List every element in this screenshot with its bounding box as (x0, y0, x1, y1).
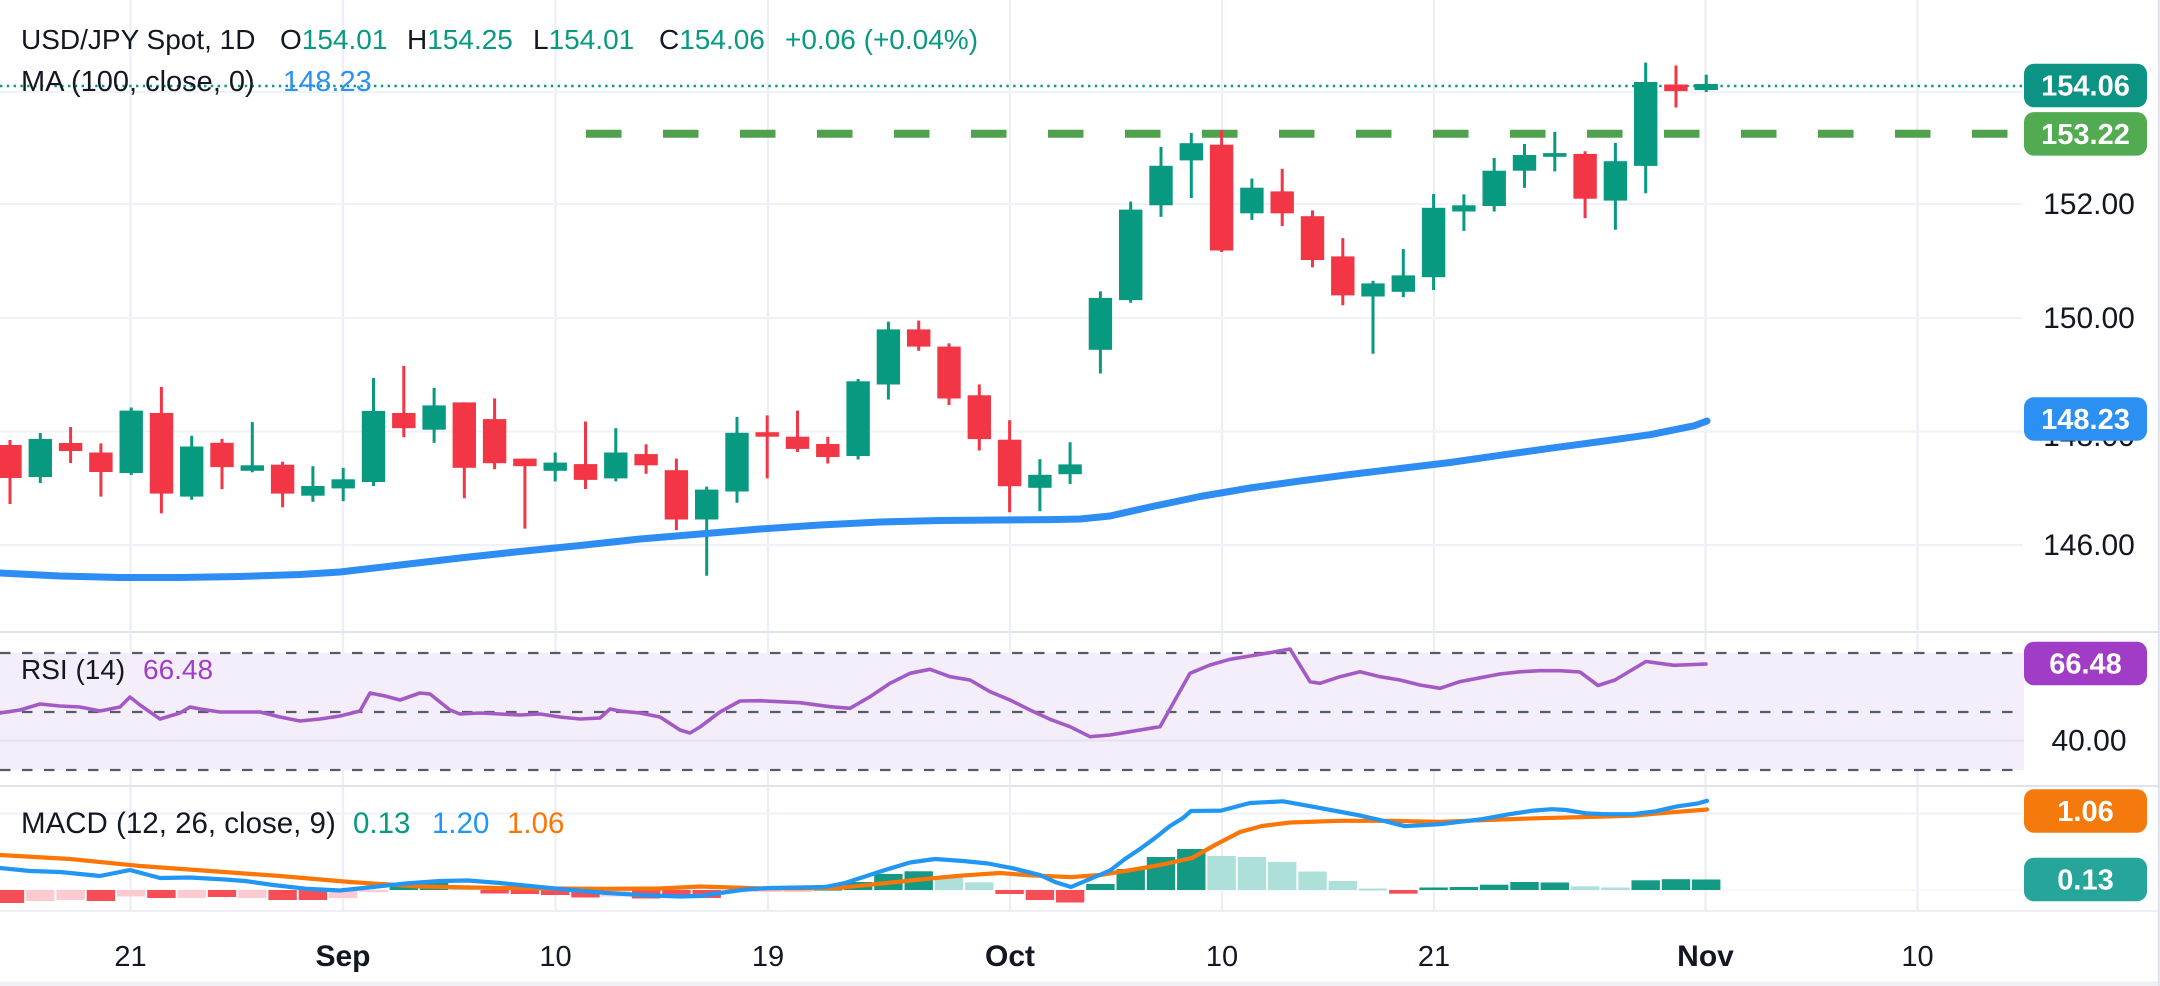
svg-text:MA (100, close, 0)148.23: MA (100, close, 0) 148.23 (21, 66, 372, 98)
svg-text:21: 21 (114, 941, 146, 973)
svg-text:21: 21 (1418, 941, 1450, 973)
svg-text:152.00: 152.00 (2043, 188, 2135, 221)
svg-text:148.23: 148.23 (2041, 404, 2130, 436)
svg-text:154.06: 154.06 (2041, 71, 2130, 103)
svg-text:Oct: Oct (985, 940, 1035, 973)
svg-text:146.00: 146.00 (2043, 529, 2135, 562)
svg-text:150.00: 150.00 (2043, 302, 2135, 335)
svg-text:40.00: 40.00 (2051, 725, 2126, 758)
svg-text:10: 10 (539, 941, 571, 973)
svg-text:RSI (14)66.48: RSI (14) 66.48 (21, 654, 213, 685)
svg-text:Sep: Sep (315, 940, 370, 973)
svg-text:153.22: 153.22 (2041, 119, 2130, 151)
svg-text:10: 10 (1206, 941, 1238, 973)
svg-text:19: 19 (752, 941, 784, 973)
svg-text:0.13: 0.13 (2057, 865, 2113, 897)
svg-text:10: 10 (1901, 941, 1933, 973)
svg-text:MACD (12, 26, close, 9)0.131.2: MACD (12, 26, close, 9) 0.13 1.20 1.06 (21, 807, 564, 840)
svg-text:1.06: 1.06 (2057, 796, 2113, 828)
svg-text:66.48: 66.48 (2049, 649, 2122, 681)
svg-text:Nov: Nov (1677, 940, 1734, 973)
